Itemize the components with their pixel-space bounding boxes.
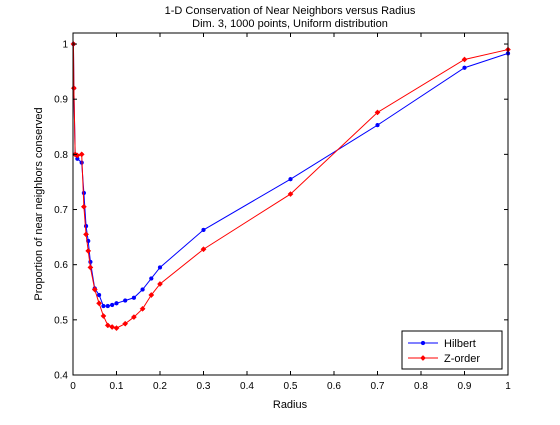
x-tick-label: 0.9	[458, 381, 472, 392]
data-point-z-order	[148, 292, 155, 298]
chart-subtitle: Dim. 3, 1000 points, Uniform distributio…	[192, 18, 388, 30]
y-tick-label: 0.5	[54, 315, 68, 326]
x-tick-label: 0	[70, 381, 76, 392]
x-tick-label: 0.2	[153, 381, 167, 392]
y-tick-label: 1	[62, 40, 68, 51]
series-z-order	[70, 41, 511, 332]
data-point-z-order	[80, 203, 87, 210]
data-point-hilbert	[96, 292, 102, 298]
y-axis-label: Proportion of near neighbors conserved	[33, 107, 45, 300]
data-point-hilbert	[462, 65, 467, 70]
data-point-z-order	[122, 320, 129, 327]
plot-area	[73, 33, 508, 375]
legend-label-z-order: Z-order	[444, 353, 480, 365]
data-point-z-order	[83, 231, 90, 238]
data-point-hilbert	[149, 276, 154, 281]
data-point-hilbert	[83, 223, 89, 229]
x-tick-label: 0.5	[284, 381, 298, 392]
series-layer	[70, 41, 511, 332]
y-tick-label: 0.6	[54, 260, 68, 271]
data-point-hilbert	[123, 298, 128, 303]
x-tick-label: 0.3	[197, 381, 211, 392]
data-point-z-order	[200, 246, 207, 253]
y-tick-label: 0.7	[54, 205, 68, 216]
y-tick-label: 0.8	[54, 150, 68, 161]
data-point-z-order	[113, 325, 120, 332]
y-tick-label: 0.9	[54, 95, 68, 106]
x-tick-label: 0.8	[414, 381, 428, 392]
data-point-z-order	[91, 286, 98, 293]
legend-marker-z-order	[420, 355, 426, 361]
data-point-hilbert	[81, 190, 87, 196]
data-point-hilbert	[157, 265, 163, 270]
data-point-z-order	[157, 281, 163, 287]
x-tick-label: 0.1	[110, 381, 124, 392]
x-tick-label: 0.7	[371, 381, 385, 392]
data-point-z-order	[85, 247, 92, 254]
data-point-hilbert	[110, 302, 115, 308]
legend-label-hilbert: Hilbert	[444, 338, 476, 350]
data-point-z-order	[96, 300, 103, 307]
data-point-hilbert	[201, 227, 206, 233]
data-point-z-order	[109, 324, 116, 330]
legend-box	[401, 330, 503, 370]
data-point-hilbert	[375, 122, 380, 128]
data-point-z-order	[139, 305, 146, 312]
axes-layer: 0 0.1 0.2 0.3 0.4 0.5 0.6 0.7 0.8 0.9 1 0.4 0.5 0.6 0.…	[54, 32, 511, 392]
legend: Hilbert Z-order	[401, 330, 503, 370]
data-point-z-order	[287, 191, 294, 198]
legend-marker-hilbert	[420, 340, 426, 346]
x-tick-label: 0.6	[327, 381, 341, 392]
data-point-hilbert	[114, 301, 119, 306]
chart-title: 1-D Conservation of Near Neighbors versu…	[165, 5, 416, 17]
data-point-hilbert	[288, 177, 293, 182]
data-point-z-order	[461, 56, 468, 63]
data-point-hilbert	[140, 287, 145, 292]
data-point-z-order	[104, 322, 111, 329]
data-point-hilbert	[101, 303, 106, 309]
data-point-z-order	[130, 314, 137, 321]
data-point-hilbert	[105, 303, 110, 309]
data-point-z-order	[78, 151, 85, 158]
x-tick-label: 1	[505, 381, 511, 392]
y-tick-label: 0.4	[54, 371, 68, 382]
data-point-hilbert	[131, 295, 137, 300]
data-point-z-order	[100, 313, 107, 319]
x-tick-label: 0.4	[240, 381, 254, 392]
x-axis-label: Radius	[273, 399, 308, 411]
data-point-z-order	[374, 109, 381, 116]
data-point-z-order	[87, 264, 94, 271]
